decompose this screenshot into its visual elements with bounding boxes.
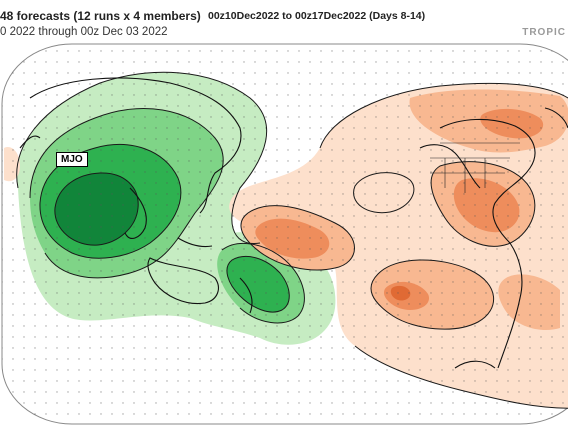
mjo-annotation-label: MJO [56,152,88,167]
forecast-period: 00z10Dec2022 to 00z17Dec2022 (Days 8-14) [208,10,426,22]
initialization-range: 0 2022 through 00z Dec 03 2022 [0,26,168,38]
global-forecast-map [0,38,568,426]
brand-label: TROPIC [522,27,566,38]
coastlines [19,77,568,369]
forecast-title: 48 forecasts (12 runs x 4 members) [0,9,201,23]
map-canvas [1,43,568,425]
map-header: 48 forecasts (12 runs x 4 members) 00z10… [0,0,568,38]
wind-vector-grid [2,44,568,424]
border-lines [430,142,520,193]
contour-lines [16,71,568,409]
